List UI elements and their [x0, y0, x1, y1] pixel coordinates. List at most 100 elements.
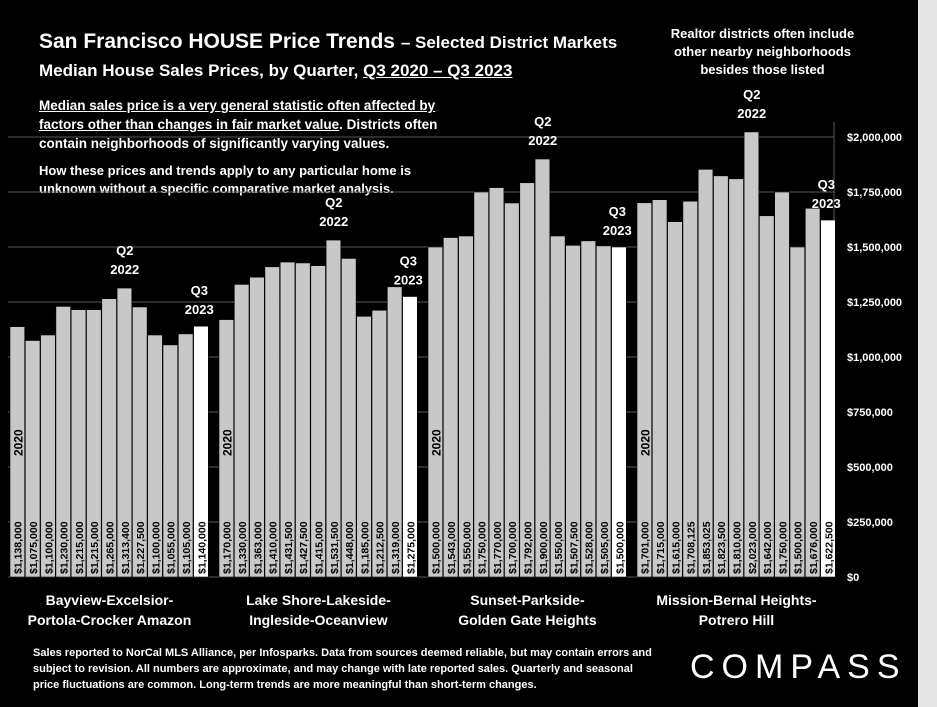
bar: [218, 319, 234, 578]
peak-quarter-label: Q2: [325, 195, 342, 210]
y-tick-label: $1,500,000: [847, 242, 902, 254]
bar-value-label: $1,427,500: [298, 521, 310, 574]
statistic-disclaimer-underlined: Median sales price is a very general sta…: [39, 98, 436, 132]
bar-value-label: $1,770,000: [492, 521, 504, 574]
end-quarter-label: Q3: [191, 283, 208, 298]
bar-value-label: $1,215,000: [89, 521, 101, 574]
bar: [249, 276, 265, 578]
chart-title-suffix: – Selected District Markets: [400, 33, 618, 52]
bar-value-label: $1,275,000: [405, 521, 417, 574]
bar-value-label: $1,215,000: [74, 521, 86, 574]
district-label: Sunset-Parkside- Golden Gate Heights: [427, 590, 627, 630]
end-quarter-label: Q3: [818, 177, 835, 192]
district-label-line: Ingleside-Oceanview: [249, 612, 388, 628]
bar: [774, 191, 790, 578]
bar: [264, 266, 280, 578]
bar-value-label: $1,550,000: [461, 521, 473, 574]
bar: [402, 296, 418, 578]
bar-value-label: $1,792,000: [522, 521, 534, 574]
bar: [580, 240, 596, 578]
bar: [86, 309, 102, 578]
statistic-disclaimer-rest: . Districts often contain neighborhoods …: [39, 117, 438, 151]
bar: [442, 237, 459, 578]
bar-value-label: $1,055,000: [166, 521, 178, 574]
bar: [427, 246, 443, 578]
y-tick-label: $500,000: [847, 462, 893, 474]
peak-year-label: 2022: [737, 106, 766, 121]
bar: [519, 182, 535, 578]
peak-quarter-label: Q2: [116, 243, 133, 258]
district-label: Bayview-Excelsior- Portola-Crocker Amazon: [9, 590, 209, 630]
district-label-line: Portola-Crocker Amazon: [27, 612, 192, 628]
bar: [132, 306, 148, 578]
bar-value-label: $1,100,000: [43, 521, 55, 574]
bar: [162, 344, 178, 578]
bar-value-label: $1,750,000: [777, 521, 789, 574]
end-quarter-label: Q3: [609, 204, 626, 219]
bar: [473, 191, 489, 578]
bar-value-label: $1,185,000: [359, 521, 371, 574]
bar: [488, 187, 505, 578]
bar: [40, 334, 56, 578]
bar-value-label: $1,105,000: [181, 521, 193, 574]
bar: [759, 215, 775, 578]
bar-value-label: $1,431,500: [283, 521, 295, 574]
peak-quarter-label: Q2: [743, 87, 760, 102]
bar: [458, 235, 474, 578]
bar: [565, 245, 581, 578]
bar-value-label: $1,622,500: [823, 521, 835, 574]
bar-value-label: $1,853,025: [701, 521, 713, 574]
bar: [682, 200, 698, 578]
district-label-line: Golden Gate Heights: [458, 612, 597, 628]
bar-value-label: $1,900,000: [538, 521, 550, 574]
year-label: 2020: [221, 429, 235, 456]
bar: [178, 333, 194, 578]
y-tick-label: $1,750,000: [847, 187, 902, 199]
bar: [310, 265, 326, 578]
bar: [550, 235, 566, 578]
bar: [356, 315, 372, 578]
y-tick-label: $750,000: [847, 407, 893, 419]
bar: [667, 221, 683, 578]
bar-value-label: $1,715,000: [655, 521, 667, 574]
bar-value-label: $1,415,000: [313, 521, 325, 574]
compass-logo: COMPASS: [690, 648, 907, 686]
bar: [325, 239, 342, 578]
bar-value-label: $1,100,000: [150, 521, 162, 574]
district-label-line: Bayview-Excelsior-: [45, 592, 174, 608]
end-year-label: 2023: [394, 273, 423, 288]
bar-value-label: $1,543,000: [446, 521, 458, 574]
bar-value-label: $1,507,500: [568, 521, 580, 574]
bar-value-label: $1,140,000: [196, 521, 208, 574]
peak-year-label: 2022: [319, 214, 348, 229]
bar-value-label: $2,023,000: [747, 521, 759, 574]
district-label-line: Mission-Bernal Heights-: [656, 592, 817, 608]
bar-value-label: $1,410,000: [268, 521, 280, 574]
peak-quarter-label: Q2: [534, 114, 551, 129]
bar-value-label: $1,676,000: [808, 521, 820, 574]
chart-subtitle: Median House Sales Prices, by Quarter, Q…: [39, 61, 513, 80]
districts-note: Realtor districts often include other ne…: [670, 26, 855, 77]
bar: [371, 309, 387, 578]
bar-value-label: $1,313,400: [120, 521, 132, 574]
peak-year-label: 2022: [110, 262, 139, 277]
bar: [279, 261, 296, 578]
bar-value-label: $1,230,000: [59, 521, 71, 574]
bar-value-label: $1,505,000: [599, 521, 611, 574]
bar: [116, 287, 133, 578]
end-year-label: 2023: [603, 223, 632, 238]
bar: [24, 340, 41, 578]
bar-value-label: $1,075,000: [28, 521, 40, 574]
bar-value-label: $1,500,000: [793, 521, 805, 574]
bar-value-label: $1,823,500: [716, 521, 728, 574]
year-label: 2020: [12, 429, 26, 456]
district-label: Mission-Bernal Heights- Potrero Hill: [636, 590, 836, 630]
end-quarter-label: Q3: [400, 254, 417, 269]
peak-year-label: 2022: [528, 133, 557, 148]
bar: [697, 169, 714, 578]
chart-title: San Francisco HOUSE Price Trends – Selec…: [39, 30, 618, 53]
bar-value-label: $1,708,125: [686, 521, 698, 574]
bar: [70, 309, 87, 578]
bar: [193, 325, 209, 578]
bar: [341, 258, 357, 578]
